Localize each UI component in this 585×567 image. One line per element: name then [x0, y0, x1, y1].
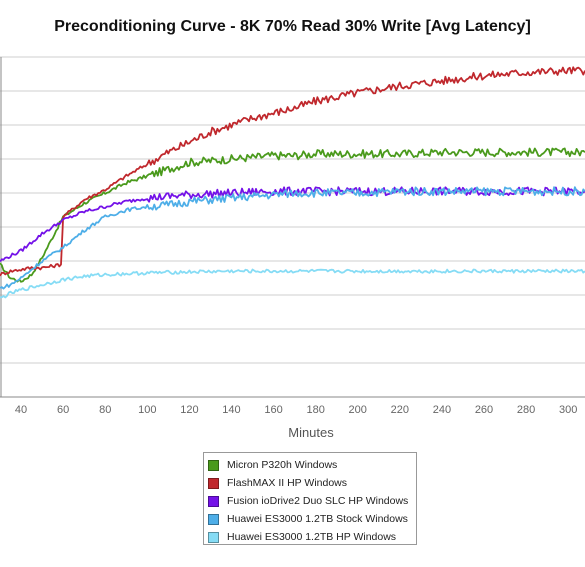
- legend-label: Fusion ioDrive2 Duo SLC HP Windows: [227, 495, 409, 507]
- x-tick-labels: 40 60 80 100 120 140 160 180 200 220 240 260 280 300: [15, 404, 577, 416]
- x-tick-label: 60: [57, 404, 69, 416]
- legend-item: Huawei ES3000 1.2TB Stock Windows: [208, 510, 412, 528]
- legend-item: Huawei ES3000 1.2TB HP Windows: [208, 528, 412, 546]
- series-line: [0, 147, 585, 283]
- x-tick-label: 140: [222, 404, 240, 416]
- chart-title: Preconditioning Curve - 8K 70% Read 30% …: [54, 18, 531, 35]
- legend-item: FlashMAX II HP Windows: [208, 474, 412, 492]
- legend-swatch: [208, 513, 219, 525]
- series-line: [0, 186, 585, 290]
- legend-swatch: [208, 459, 219, 471]
- x-tick-label: 240: [433, 404, 451, 416]
- x-tick-label: 80: [99, 404, 111, 416]
- series-line: [0, 66, 585, 277]
- legend-label: Huawei ES3000 1.2TB HP Windows: [227, 531, 397, 543]
- x-tick-label: 40: [15, 404, 27, 416]
- axes: [0, 57, 585, 398]
- x-tick-label: 180: [306, 404, 324, 416]
- x-tick-label: 220: [391, 404, 409, 416]
- x-tick-label: 260: [475, 404, 493, 416]
- legend-label: FlashMAX II HP Windows: [227, 477, 348, 489]
- legend: Micron P320h Windows FlashMAX II HP Windo…: [203, 452, 417, 545]
- x-axis-title: Minutes: [288, 425, 334, 440]
- series-lines: [0, 66, 585, 299]
- legend-label: Huawei ES3000 1.2TB Stock Windows: [227, 513, 408, 525]
- x-tick-label: 280: [517, 404, 535, 416]
- legend-swatch: [208, 495, 219, 507]
- legend-swatch: [208, 477, 219, 489]
- legend-item: Micron P320h Windows: [208, 456, 412, 474]
- legend-swatch: [208, 531, 219, 543]
- series-line: [0, 268, 585, 299]
- x-tick-label: 200: [349, 404, 367, 416]
- legend-label: Micron P320h Windows: [227, 459, 338, 471]
- legend-item: Fusion ioDrive2 Duo SLC HP Windows: [208, 492, 412, 510]
- x-tick-label: 300: [559, 404, 577, 416]
- x-tick-label: 100: [138, 404, 156, 416]
- x-tick-label: 160: [264, 404, 282, 416]
- x-tick-label: 120: [180, 404, 198, 416]
